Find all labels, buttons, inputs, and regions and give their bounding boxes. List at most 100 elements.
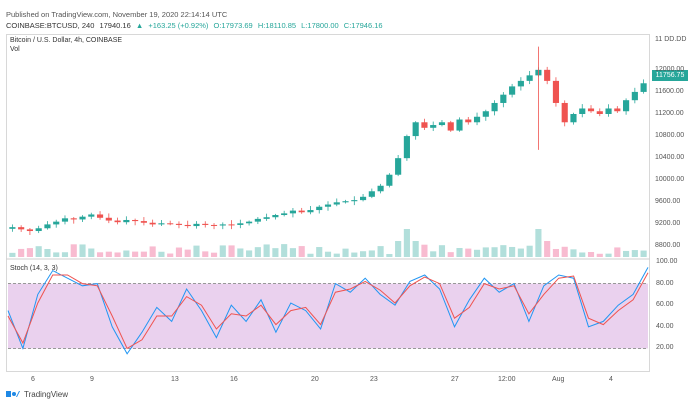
candle [105, 217, 112, 221]
volume-bar [18, 248, 25, 257]
candle [132, 219, 139, 222]
stoch-axis-tick: 20.00 [656, 344, 674, 352]
time-axis-tick: 9 [90, 376, 94, 383]
volume-bar [473, 249, 481, 257]
candle [149, 222, 156, 225]
volume-bar [202, 251, 209, 257]
volume-bar [438, 245, 446, 257]
volume-bar [210, 252, 218, 257]
price-axis-tick: 11600.00 [655, 87, 684, 95]
price-axis-tick: 10000.00 [655, 176, 685, 184]
volume-bar [465, 248, 472, 257]
volume-bar [70, 244, 77, 257]
high-value: H:18110.85 [257, 21, 297, 30]
candle [368, 191, 375, 197]
volume-bar [561, 246, 568, 257]
volume-bar [447, 252, 454, 257]
candle [158, 223, 165, 225]
volume-bar [237, 248, 244, 257]
volume-bar [535, 229, 542, 257]
volume-bar [193, 245, 200, 257]
volume-bar [333, 253, 340, 257]
volume-bar [324, 251, 332, 257]
price-axis-tick: 10400.00 [655, 154, 685, 162]
volume-bar [377, 246, 384, 257]
volume-bar [500, 245, 507, 257]
volume-bar [175, 247, 183, 257]
candle [386, 174, 393, 186]
volume-bar [281, 244, 288, 257]
volume-bar [395, 241, 402, 257]
volume-bar [403, 229, 410, 257]
candle [79, 216, 86, 220]
price-change: +163.25 (+0.92%) [148, 21, 209, 30]
volume-bar [79, 244, 86, 257]
volume-bar [246, 250, 253, 257]
candle [123, 219, 130, 223]
volume-bar [456, 247, 463, 257]
candle [544, 69, 551, 81]
candle [473, 116, 481, 123]
tradingview-logo-icon [6, 389, 20, 399]
volume-bar [9, 252, 16, 257]
volume-bar [491, 247, 498, 257]
candle [351, 200, 358, 202]
candle [552, 80, 560, 103]
price-axis-tick: 11200.00 [655, 110, 684, 117]
time-axis-tick: 16 [230, 376, 238, 383]
candle [114, 220, 121, 223]
price-axis-tick: 12000.00 [655, 65, 685, 73]
symbol-name: COINBASE:BTCUSD, 240 [6, 21, 95, 30]
candle [254, 218, 261, 222]
volume-bar [53, 252, 60, 257]
candle [360, 196, 367, 201]
volume-bar [96, 252, 104, 257]
volume-bar [552, 248, 560, 257]
candle [587, 108, 595, 112]
volume-bar [640, 250, 647, 257]
volume-bar [605, 253, 612, 257]
volume-bar [114, 252, 121, 257]
candle [228, 224, 235, 226]
candle [184, 224, 191, 227]
volume-bar [123, 250, 130, 257]
candle [289, 210, 296, 214]
candle [53, 221, 60, 225]
time-axis-tick: 4 [609, 376, 613, 383]
volume-bar [351, 252, 358, 257]
candle [570, 114, 577, 123]
candle [61, 218, 69, 222]
price-axis-tick: 11 DD.DD [655, 36, 687, 43]
candle [403, 136, 410, 159]
close-value: C:17946.16 [343, 21, 383, 30]
candle [509, 86, 516, 95]
main-legend-title: Bitcoin / U.S. Dollar, 4h, COINBASE [10, 37, 123, 44]
volume-bar [149, 246, 156, 257]
stoch-line-d [7, 272, 649, 350]
candle [18, 227, 25, 230]
volume-bar [482, 247, 489, 257]
candle [500, 94, 507, 103]
time-axis-tick: 13 [171, 376, 179, 383]
candle [561, 102, 568, 123]
volume-bar [26, 248, 33, 257]
volume-bar [579, 252, 586, 257]
candle [579, 108, 586, 114]
volume-bar [272, 248, 279, 257]
stoch-axis-tick: 80.00 [656, 279, 674, 287]
price-axis-tick: 10800.00 [655, 132, 685, 140]
volume-bar [614, 247, 621, 257]
time-axis-tick: 12:00 [498, 376, 516, 383]
candle [421, 122, 428, 128]
volume-bar [316, 247, 323, 257]
candle [438, 122, 446, 126]
candle [631, 91, 638, 101]
candle [281, 213, 288, 216]
candle [307, 210, 314, 213]
chart-frame[interactable] [6, 34, 650, 372]
volume-bar [509, 246, 516, 257]
candle [246, 221, 253, 224]
change-arrow-icon: ▲ [135, 21, 144, 30]
time-axis-tick: 23 [370, 376, 378, 383]
